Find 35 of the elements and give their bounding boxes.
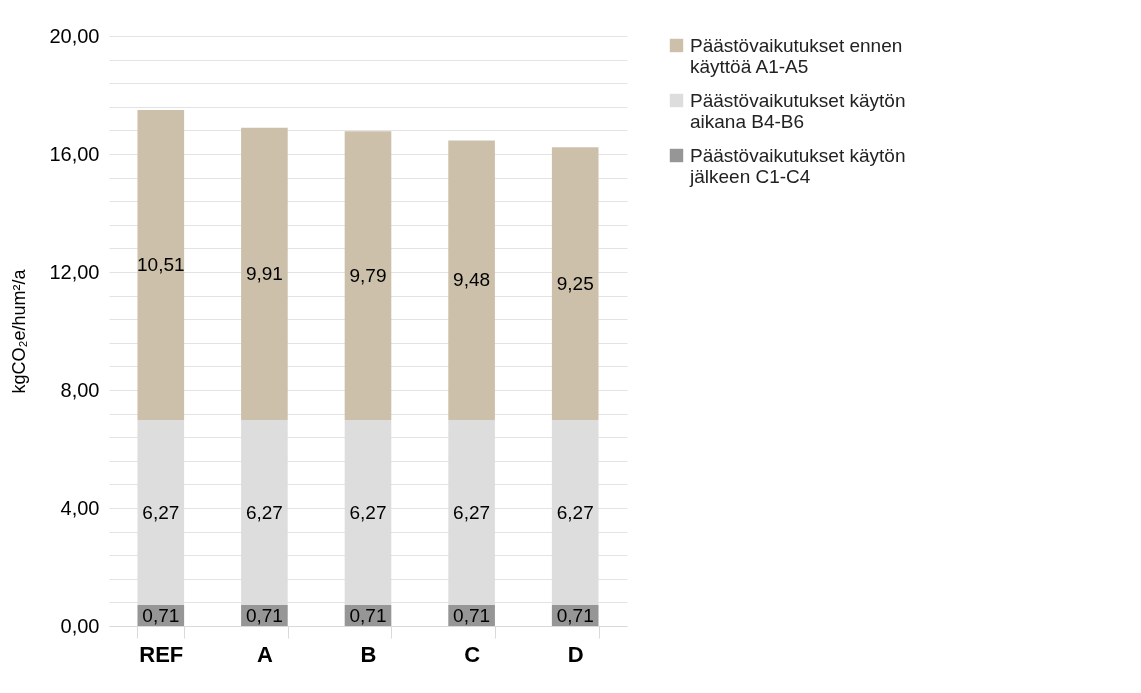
data-label: 6,27 — [142, 501, 180, 523]
y-axis-title: kgCO₂e/hum²/a — [9, 268, 30, 394]
x-tick-label: D — [567, 641, 584, 667]
data-label: 0,71 — [349, 604, 387, 626]
legend-label: Päästövaikutukset käytön aikana B4-B6 — [690, 89, 906, 132]
data-label: 6,27 — [349, 501, 387, 523]
data-label: 6,27 — [556, 501, 594, 523]
bar — [344, 131, 392, 421]
data-label: 0,71 — [453, 604, 491, 626]
data-label: 9,91 — [245, 262, 283, 284]
y-tick-label: 0,00 — [60, 614, 100, 637]
data-label: 6,27 — [245, 501, 283, 523]
y-tick-label: 16,00 — [49, 142, 100, 165]
data-label: 9,79 — [349, 264, 387, 286]
data-label: 0,71 — [142, 604, 180, 626]
bar — [551, 147, 599, 421]
bar — [137, 110, 185, 421]
x-tick-label: REF — [139, 641, 184, 667]
bar — [448, 140, 495, 421]
data-label: 9,25 — [556, 272, 594, 294]
data-label: 9,48 — [453, 269, 491, 291]
bar — [241, 127, 288, 421]
legend-label: Päästövaikutukset käytön jälkeen C1-C4 — [689, 144, 906, 187]
data-label: 0,71 — [556, 604, 594, 626]
x-tick-label: C — [464, 641, 481, 667]
y-tick-label: 12,00 — [49, 260, 100, 283]
y-tick-label: 4,00 — [60, 496, 100, 519]
x-tick-label: A — [256, 641, 273, 667]
data-label: 10,51 — [137, 254, 185, 276]
data-label: 6,27 — [453, 501, 491, 523]
data-label: 0,71 — [245, 604, 283, 626]
legend-label: Päästövaikutukset ennen käyttöä A1-A5 — [690, 34, 903, 77]
y-tick-label: 8,00 — [60, 378, 100, 401]
x-tick-label: B — [360, 641, 377, 667]
y-tick-label: 20,00 — [49, 24, 100, 47]
